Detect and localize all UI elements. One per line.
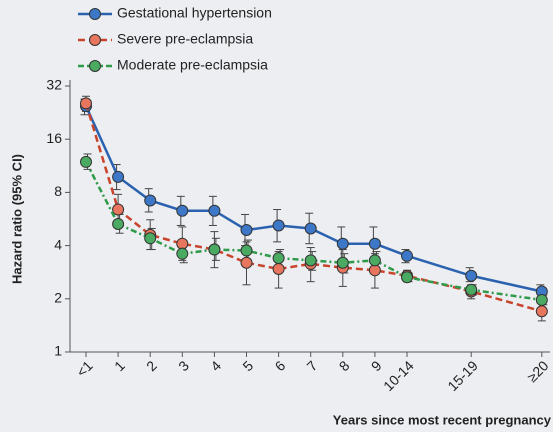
marker [112, 218, 125, 231]
marker [80, 155, 92, 168]
marker [240, 256, 253, 269]
y-tick-label: 32 [46, 77, 62, 93]
marker [304, 222, 317, 235]
y-tick-label: 8 [54, 183, 62, 199]
marker [240, 244, 253, 257]
marker [80, 97, 92, 110]
y-tick-label: 16 [46, 130, 62, 146]
legend-label: Gestational hypertension [117, 5, 272, 21]
marker [176, 247, 189, 260]
marker [272, 262, 285, 275]
marker [144, 232, 157, 245]
marker [144, 194, 157, 207]
marker [304, 254, 317, 267]
y-tick-label: 1 [54, 343, 62, 359]
marker [535, 305, 548, 318]
marker [112, 203, 125, 216]
legend-marker [89, 8, 101, 20]
marker [176, 237, 189, 250]
marker [368, 264, 381, 277]
marker [272, 252, 285, 265]
y-tick-label: 2 [54, 290, 62, 306]
marker [336, 237, 349, 250]
marker [401, 249, 413, 262]
marker [240, 224, 253, 237]
legend-label: Severe pre-eclampsia [117, 31, 253, 47]
marker [368, 254, 381, 267]
marker [208, 243, 221, 256]
marker [535, 293, 548, 306]
legend-marker [89, 60, 101, 72]
y-axis-label: Hazard ratio (95% CI) [9, 154, 24, 284]
marker [112, 170, 125, 183]
y-tick-label: 4 [54, 236, 62, 252]
marker [465, 283, 478, 296]
legend-marker [89, 34, 101, 46]
marker [336, 256, 349, 269]
marker [368, 237, 381, 250]
marker [465, 269, 478, 282]
legend-label: Moderate pre-eclampsia [117, 57, 268, 73]
marker [176, 204, 189, 217]
marker [401, 271, 413, 284]
marker [208, 204, 221, 217]
marker [272, 219, 285, 232]
x-axis-label: Years since most recent pregnancy [333, 412, 552, 427]
